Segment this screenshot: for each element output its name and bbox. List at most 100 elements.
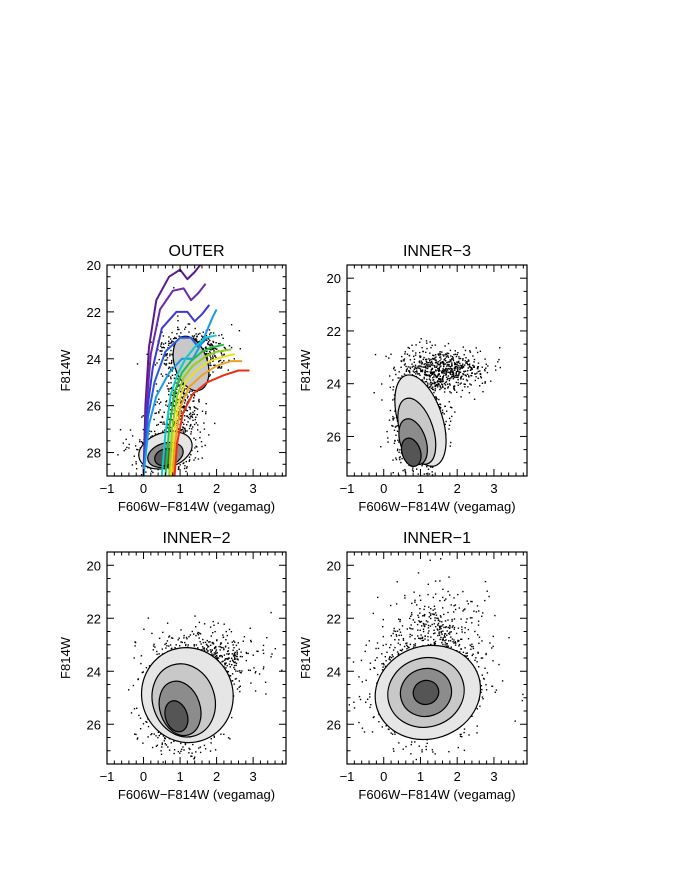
star-point	[444, 353, 447, 355]
star-point	[403, 364, 406, 366]
star-point	[471, 622, 473, 624]
star-point	[426, 364, 428, 366]
star-point	[186, 410, 189, 412]
star-point	[191, 415, 193, 417]
star-point	[239, 690, 241, 693]
star-point	[432, 613, 434, 615]
star-point	[211, 344, 213, 347]
star-point	[151, 733, 153, 735]
star-point	[451, 369, 453, 371]
star-point	[156, 390, 158, 392]
y-axis-label: F814W	[58, 349, 73, 392]
star-point	[234, 658, 236, 660]
star-point	[440, 625, 442, 628]
star-point	[401, 457, 403, 460]
star-point	[231, 653, 233, 655]
star-point	[460, 376, 462, 378]
star-point	[465, 362, 467, 364]
star-point	[184, 430, 187, 432]
star-point	[165, 744, 168, 746]
star-point	[479, 370, 481, 372]
star-point	[227, 369, 229, 371]
star-point	[429, 383, 431, 385]
star-point	[418, 360, 421, 362]
star-point	[448, 377, 451, 380]
star-point	[235, 670, 237, 672]
star-point	[172, 338, 175, 340]
star-point	[191, 752, 193, 754]
isochrone-8	[169, 353, 236, 476]
y-tick-label: 22	[327, 324, 341, 339]
star-point	[189, 459, 191, 461]
star-point	[464, 647, 466, 649]
star-point	[454, 363, 456, 366]
star-point	[440, 616, 442, 618]
star-point	[425, 367, 427, 369]
star-point	[172, 389, 175, 392]
star-point	[155, 745, 158, 747]
star-point	[445, 381, 448, 383]
star-point	[405, 365, 407, 368]
star-point	[425, 360, 427, 362]
star-point	[425, 381, 428, 383]
star-point	[163, 411, 165, 413]
star-point	[214, 655, 217, 658]
star-point	[184, 431, 186, 433]
isochrone-4	[142, 309, 218, 476]
star-point	[471, 643, 473, 645]
star-point	[178, 428, 180, 430]
star-point	[446, 630, 448, 632]
star-point	[422, 630, 425, 633]
star-point	[215, 342, 217, 344]
star-point	[426, 358, 428, 361]
star-point	[225, 667, 227, 669]
star-point	[439, 615, 442, 617]
star-point	[218, 366, 220, 369]
star-point	[242, 640, 244, 642]
star-point	[426, 362, 428, 364]
panel-title: INNER−3	[403, 243, 471, 260]
star-point	[436, 375, 439, 377]
star-point	[220, 642, 223, 644]
star-point	[170, 648, 173, 650]
star-point	[205, 643, 208, 646]
star-point	[184, 399, 186, 401]
star-point	[160, 345, 162, 347]
star-point	[454, 389, 456, 391]
star-point	[241, 656, 243, 658]
star-point	[145, 471, 147, 473]
star-point	[464, 364, 466, 366]
star-point	[435, 366, 437, 368]
star-point	[400, 461, 402, 464]
star-point	[462, 651, 465, 653]
star-point	[416, 623, 419, 626]
star-point	[161, 648, 163, 650]
star-point	[477, 651, 479, 653]
star-point	[468, 375, 470, 377]
star-point	[429, 625, 432, 627]
star-point	[214, 646, 216, 649]
star-point	[470, 374, 472, 377]
star-point	[182, 428, 184, 431]
star-point	[139, 441, 141, 443]
star-point	[467, 386, 469, 388]
star-point	[394, 426, 397, 428]
star-point	[196, 450, 199, 453]
star-point	[443, 372, 446, 374]
star-point	[433, 381, 435, 383]
star-point	[151, 470, 153, 472]
star-point	[466, 618, 468, 620]
star-point	[398, 451, 400, 453]
star-point	[439, 626, 441, 629]
star-point	[484, 599, 486, 602]
star-point	[460, 377, 462, 379]
star-point	[450, 604, 452, 606]
star-point	[211, 653, 213, 655]
star-point	[392, 389, 394, 391]
star-point	[450, 631, 452, 633]
star-point	[168, 635, 171, 637]
star-point	[457, 379, 459, 381]
star-point	[142, 671, 144, 673]
star-point	[461, 367, 463, 369]
star-point	[223, 360, 225, 362]
